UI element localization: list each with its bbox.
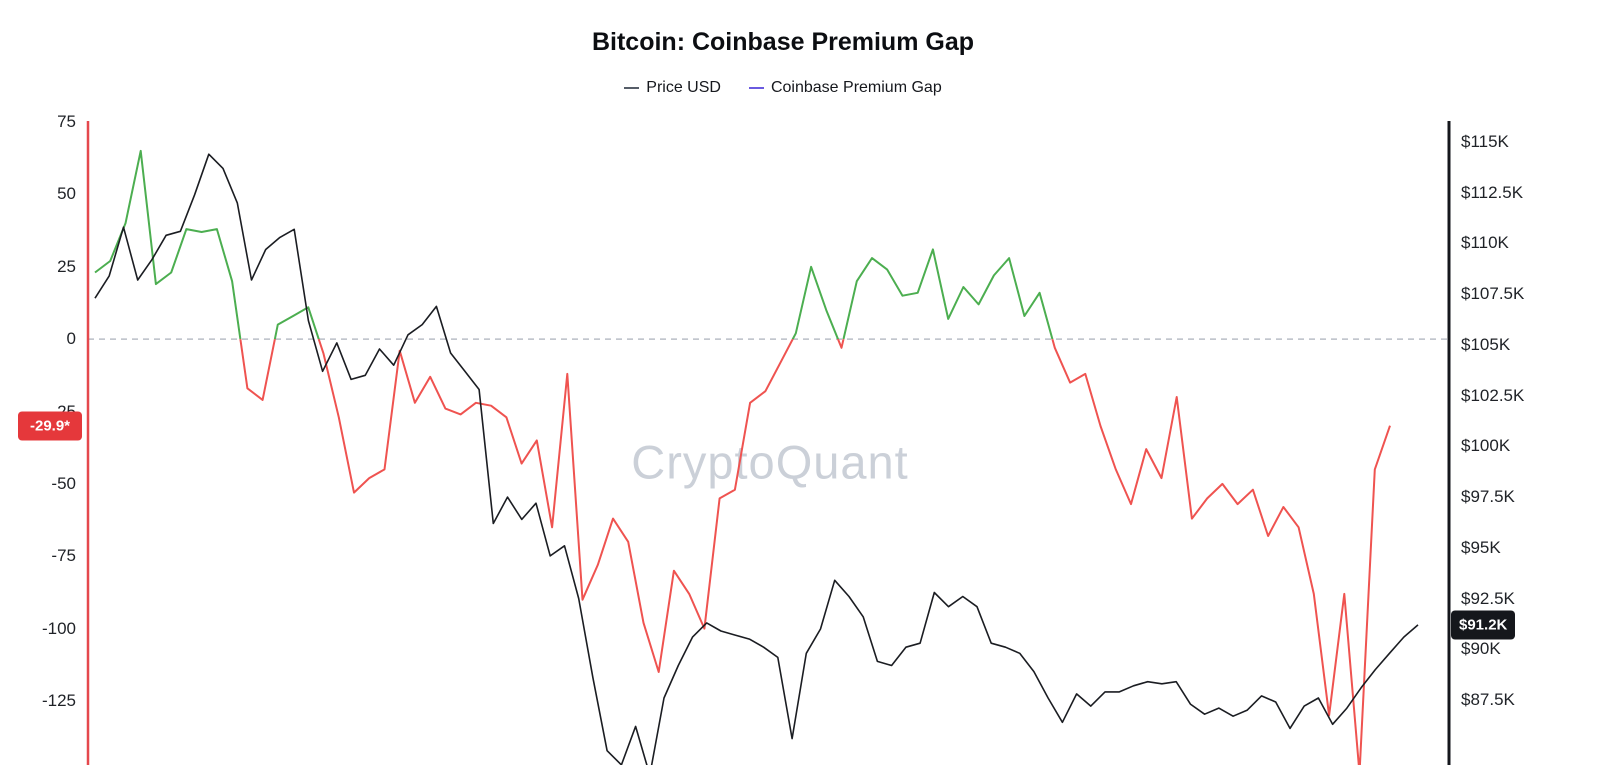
- legend-item-price-usd[interactable]: Price USD: [624, 79, 721, 97]
- cryptoquant-watermark: CryptoQuant: [631, 435, 909, 489]
- price-current-value-badge: $91.2K: [1451, 610, 1516, 640]
- chart-title: Bitcoin: Coinbase Premium Gap: [591, 28, 974, 56]
- premium-gap-legend-swatch-icon: [748, 87, 764, 89]
- price-usd-legend-swatch-icon: [624, 87, 640, 89]
- price-usd-line: [94, 153, 1419, 765]
- legend-label-price-usd: Price USD: [646, 79, 721, 96]
- premium-gap-current-value-badge: -29.9*: [18, 411, 82, 441]
- premium-gap-line-positive: [94, 149, 1054, 340]
- premium-gap-line-negative: [239, 339, 1391, 765]
- chart-legend: Price USD Coinbase Premium Gap: [0, 79, 1566, 97]
- legend-label-coinbase-premium-gap: Coinbase Premium Gap: [770, 79, 942, 96]
- legend-item-coinbase-premium-gap[interactable]: Coinbase Premium Gap: [748, 79, 942, 97]
